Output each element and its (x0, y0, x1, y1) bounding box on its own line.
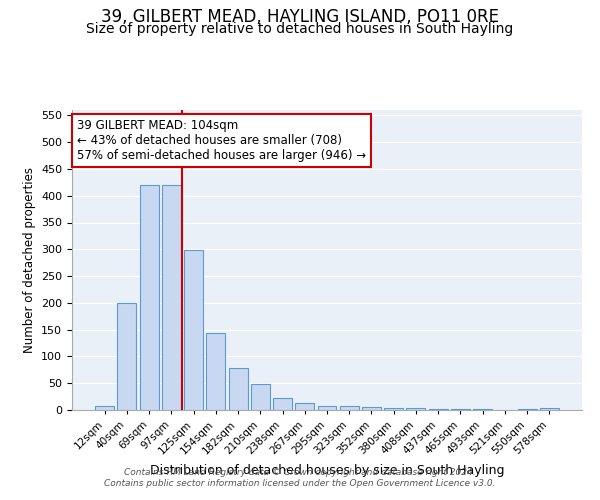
Bar (362, 408, 381, 410)
Bar (273, 398, 292, 410)
Bar (317, 406, 337, 410)
Bar (140, 185, 158, 410)
Y-axis label: Number of detached properties: Number of detached properties (23, 167, 35, 353)
Text: 39, GILBERT MEAD, HAYLING ISLAND, PO11 0RE: 39, GILBERT MEAD, HAYLING ISLAND, PO11 0… (101, 8, 499, 26)
Bar (251, 384, 270, 410)
Bar (184, 250, 203, 410)
Bar (540, 408, 559, 410)
Bar (162, 185, 181, 410)
Bar (295, 403, 314, 410)
X-axis label: Distribution of detached houses by size in South Hayling: Distribution of detached houses by size … (150, 464, 504, 477)
Bar (384, 408, 403, 410)
Bar (206, 334, 225, 410)
Text: Contains HM Land Registry data © Crown copyright and database right 2024.
Contai: Contains HM Land Registry data © Crown c… (104, 468, 496, 487)
Bar (229, 368, 248, 410)
Text: 39 GILBERT MEAD: 104sqm
← 43% of detached houses are smaller (708)
57% of semi-d: 39 GILBERT MEAD: 104sqm ← 43% of detache… (77, 119, 366, 162)
Bar (118, 303, 136, 410)
Bar (340, 406, 359, 410)
Text: Size of property relative to detached houses in South Hayling: Size of property relative to detached ho… (86, 22, 514, 36)
Bar (406, 408, 425, 410)
Bar (95, 406, 114, 410)
Bar (429, 409, 448, 410)
